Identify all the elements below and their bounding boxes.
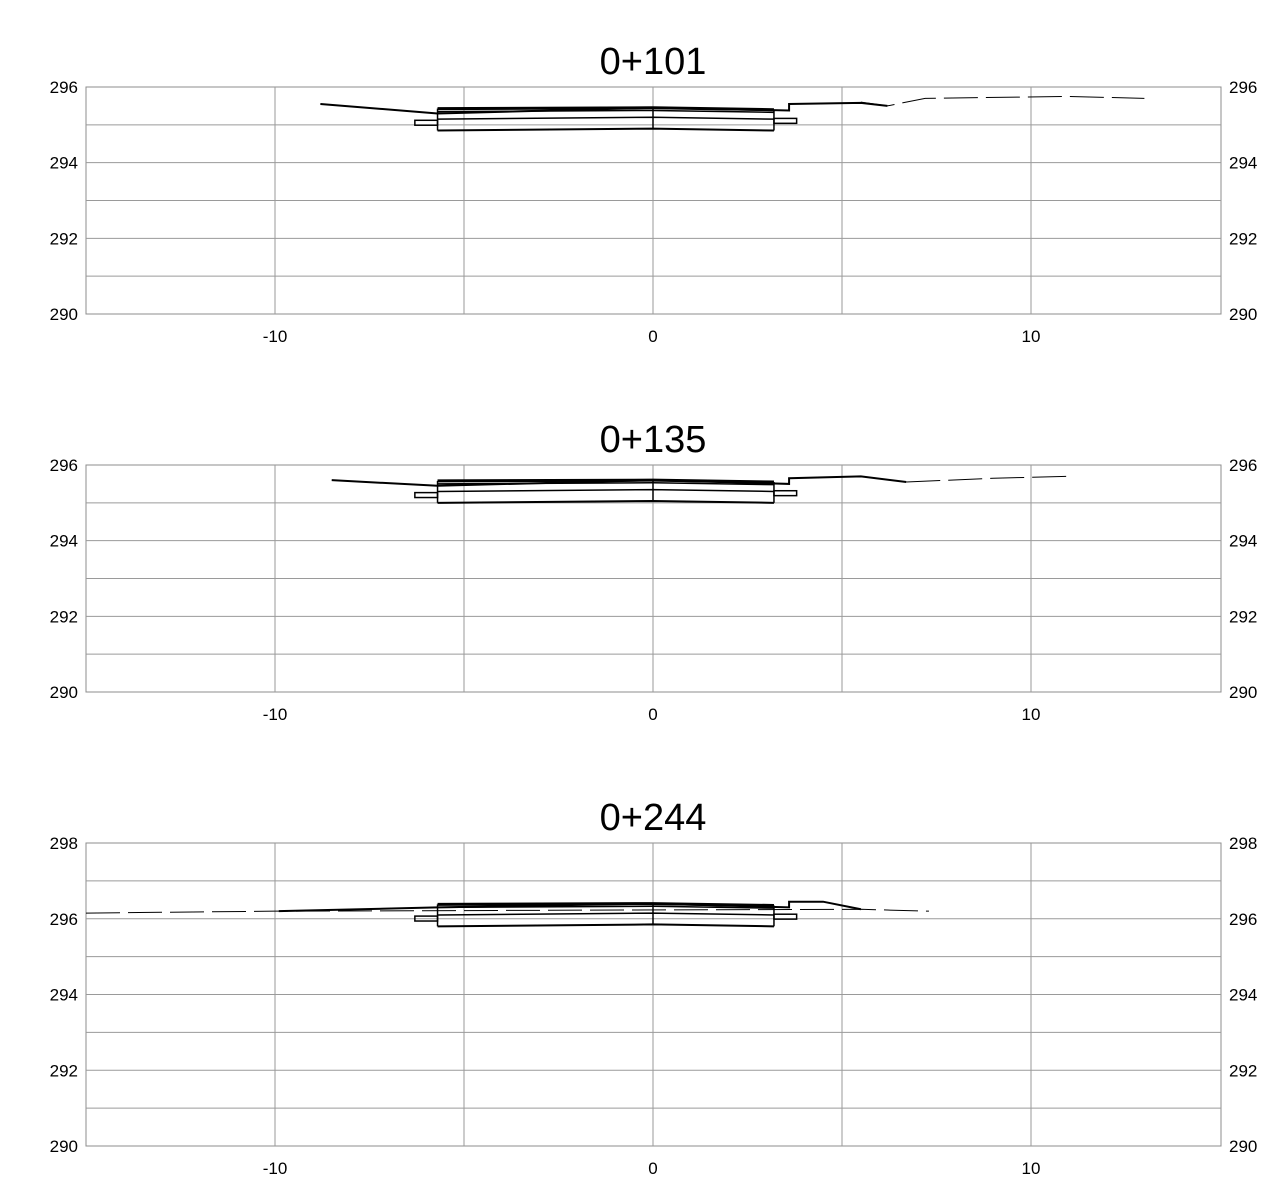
y-tick-label-left: 290: [50, 1137, 78, 1156]
section-title: 0+101: [600, 41, 707, 83]
y-tick-label-left: 292: [50, 1061, 78, 1080]
y-tick-label-left: 294: [50, 154, 78, 173]
section-title: 0+244: [600, 797, 707, 839]
y-tick-label-left: 296: [50, 910, 78, 929]
pavement-layer: [437, 127, 774, 132]
left-curb: [414, 491, 439, 499]
left-curb: [414, 119, 439, 126]
y-tick-label-right: 290: [1229, 305, 1257, 324]
x-tick-label: -10: [263, 705, 288, 724]
x-tick-label: 10: [1022, 1159, 1041, 1178]
y-tick-label-left: 296: [50, 456, 78, 475]
ground-line: [860, 95, 1145, 107]
x-tick-label: 10: [1022, 705, 1041, 724]
y-tick-label-right: 296: [1229, 456, 1257, 475]
y-tick-label-right: 292: [1229, 607, 1257, 626]
pavement-layer: [437, 923, 774, 928]
y-tick-label-right: 296: [1229, 910, 1257, 929]
pavement-layer: [437, 912, 774, 916]
y-tick-label-right: 290: [1229, 683, 1257, 702]
y-tick-label-left: 292: [50, 229, 78, 248]
ground-line: [85, 908, 929, 914]
right-curb: [773, 489, 798, 497]
y-tick-label-left: 290: [50, 305, 78, 324]
design-surface-line: [320, 101, 888, 115]
y-tick-label-right: 298: [1229, 834, 1257, 853]
y-tick-label-right: 294: [1229, 986, 1257, 1005]
y-tick-label-left: 298: [50, 834, 78, 853]
right-curb: [773, 117, 798, 125]
x-tick-label: 10: [1022, 327, 1041, 346]
ground-line: [906, 475, 1069, 483]
y-tick-label-left: 296: [50, 78, 78, 97]
y-tick-label-left: 292: [50, 607, 78, 626]
y-tick-label-right: 292: [1229, 229, 1257, 248]
y-tick-label-right: 292: [1229, 1061, 1257, 1080]
y-tick-label-left: 290: [50, 683, 78, 702]
x-tick-label: 0: [648, 1159, 657, 1178]
pavement-layer: [437, 488, 774, 493]
x-tick-label: -10: [263, 1159, 288, 1178]
y-tick-label-left: 294: [50, 986, 78, 1005]
section-title: 0+135: [600, 419, 707, 461]
x-tick-label: -10: [263, 327, 288, 346]
y-tick-label-right: 290: [1229, 1137, 1257, 1156]
left-curb: [414, 915, 439, 922]
y-tick-label-right: 294: [1229, 154, 1257, 173]
y-tick-label-right: 294: [1229, 532, 1257, 551]
x-tick-label: 0: [648, 705, 657, 724]
design-surface-line: [331, 475, 907, 487]
right-curb: [773, 913, 798, 920]
design-surface-line: [278, 900, 862, 913]
x-tick-label: 0: [648, 327, 657, 346]
pavement-layer: [437, 116, 774, 120]
y-tick-label-right: 296: [1229, 78, 1257, 97]
y-tick-label-left: 294: [50, 532, 78, 551]
